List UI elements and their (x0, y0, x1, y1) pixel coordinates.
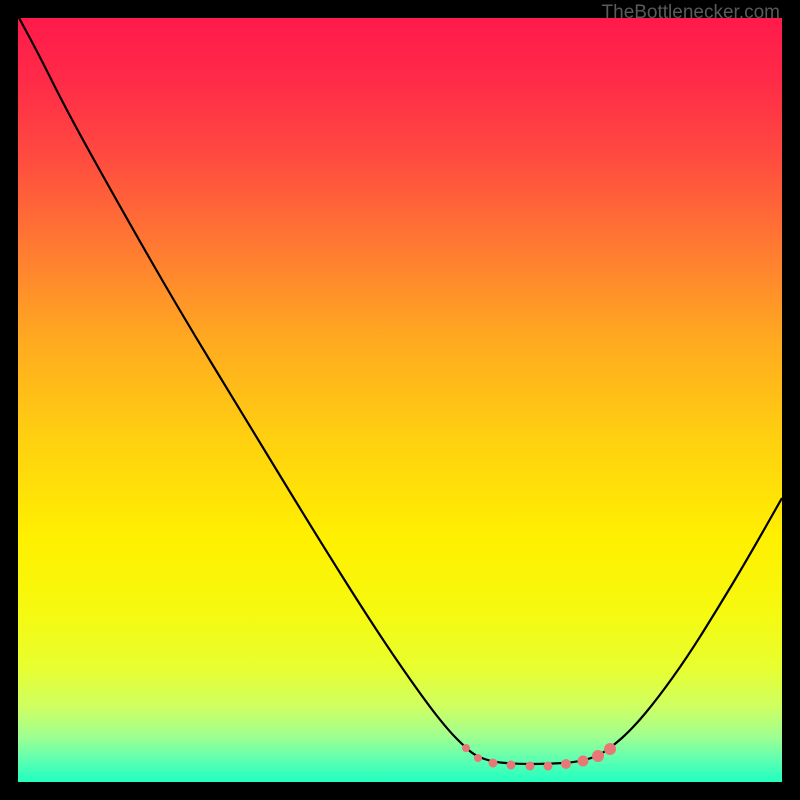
curve-marker (474, 754, 482, 762)
bottleneck-curve (18, 18, 782, 782)
curve-marker (462, 744, 470, 752)
marker-group (462, 743, 616, 771)
curve-marker (578, 756, 589, 767)
chart-plot-area (18, 18, 782, 782)
curve-marker (604, 743, 616, 755)
curve-marker (489, 759, 498, 768)
curve-marker (526, 762, 535, 771)
curve-marker (507, 761, 516, 770)
attribution-text: TheBottlenecker.com (602, 2, 780, 24)
curve-marker (544, 762, 553, 771)
curve-marker (561, 759, 571, 769)
curve-marker (592, 750, 604, 762)
